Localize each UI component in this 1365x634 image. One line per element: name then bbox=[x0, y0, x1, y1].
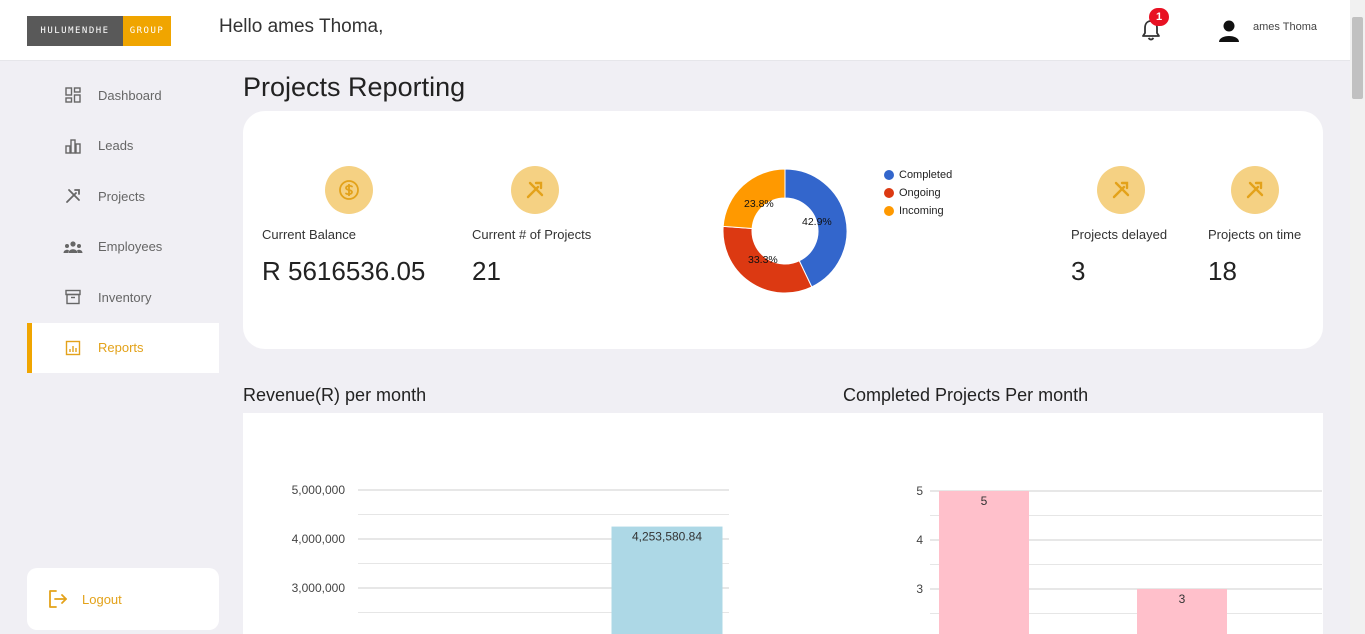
legend-dot bbox=[884, 170, 894, 180]
projects-label: Current # of Projects bbox=[472, 227, 592, 242]
legend-item[interactable]: Ongoing bbox=[884, 184, 952, 202]
archive-icon bbox=[63, 287, 83, 307]
legend-item[interactable]: Completed bbox=[884, 166, 952, 184]
y-tick-label: 5,000,000 bbox=[292, 483, 346, 497]
completed-bar-chart: 5 4 3 5 3 bbox=[916, 484, 1322, 634]
sidebar-item-label: Dashboard bbox=[98, 87, 162, 103]
logo-left-text: HULUMENDHE bbox=[27, 16, 123, 46]
sidebar-item-projects[interactable]: Projects bbox=[27, 171, 219, 222]
sidebar-item-reports[interactable]: Reports bbox=[27, 322, 219, 373]
tools-icon bbox=[511, 166, 559, 214]
revenue-chart-title: Revenue(R) per month bbox=[243, 385, 427, 405]
donut-legend: Completed Ongoing Incoming bbox=[884, 166, 952, 220]
tools-icon bbox=[1231, 166, 1279, 214]
donut-slice-incoming[interactable] bbox=[722, 168, 786, 230]
revenue-bar-chart: 5,000,000 4,000,000 3,000,000 4,253,580.84 bbox=[292, 483, 729, 634]
bar-data-label: 4,253,580.84 bbox=[632, 530, 702, 544]
sidebar-item-label: Projects bbox=[98, 188, 145, 204]
y-tick-label: 5 bbox=[916, 484, 923, 498]
sidebar-item-dashboard[interactable]: Dashboard bbox=[27, 70, 219, 121]
user-name[interactable]: ames Thoma bbox=[1253, 21, 1317, 33]
logout-label: Logout bbox=[82, 591, 122, 607]
y-tick-label: 3 bbox=[916, 582, 923, 596]
dashboard-icon bbox=[63, 85, 83, 105]
y-tick-label: 4 bbox=[916, 533, 923, 547]
sidebar-item-label: Leads bbox=[98, 138, 134, 154]
donut-label-incoming: 23.8% bbox=[744, 198, 774, 210]
donut-slice-ongoing[interactable] bbox=[722, 225, 813, 294]
delayed-value: 3 bbox=[1071, 256, 1086, 286]
legend-label: Completed bbox=[899, 169, 953, 181]
report-icon bbox=[63, 338, 83, 358]
donut-slice-completed[interactable] bbox=[784, 168, 848, 288]
company-logo[interactable]: HULUMENDHE GROUP bbox=[27, 16, 171, 46]
user-avatar-icon[interactable] bbox=[1218, 19, 1240, 43]
bar-chart-icon bbox=[63, 136, 83, 156]
sidebar-item-label: Employees bbox=[98, 239, 163, 255]
projects-value: 21 bbox=[472, 256, 501, 286]
balance-value: R 5616536.05 bbox=[262, 256, 426, 286]
legend-label: Ongoing bbox=[899, 187, 941, 199]
scrollbar-thumb[interactable] bbox=[1352, 17, 1363, 99]
sidebar: Dashboard Leads Projects Employees bbox=[27, 70, 219, 373]
people-icon bbox=[63, 237, 83, 257]
greeting-text: Hello ames Thoma, bbox=[219, 16, 384, 37]
legend-dot bbox=[884, 188, 894, 198]
legend-item[interactable]: Incoming bbox=[884, 202, 952, 220]
balance-label: Current Balance bbox=[262, 227, 356, 242]
page-title: Projects Reporting bbox=[243, 72, 466, 102]
bar[interactable] bbox=[939, 491, 1029, 634]
stats-card: Current Balance R 5616536.05 Current # o… bbox=[243, 111, 1323, 349]
dollar-coin-icon bbox=[325, 166, 373, 214]
ontime-value: 18 bbox=[1208, 256, 1237, 286]
bar-data-label: 3 bbox=[1179, 592, 1186, 606]
bar[interactable] bbox=[611, 526, 723, 634]
sidebar-item-inventory[interactable]: Inventory bbox=[27, 272, 219, 323]
y-tick-label: 3,000,000 bbox=[292, 581, 346, 595]
sidebar-item-label: Reports bbox=[98, 340, 144, 356]
notification-badge: 1 bbox=[1149, 8, 1169, 26]
sidebar-item-employees[interactable]: Employees bbox=[27, 222, 219, 273]
revenue-chart-panel: 5,000,000 4,000,000 3,000,000 4,253,580.84 bbox=[243, 413, 843, 634]
y-tick-label: 4,000,000 bbox=[292, 532, 346, 546]
bar-data-label: 5 bbox=[981, 494, 988, 508]
donut-label-ongoing: 33.3% bbox=[748, 254, 778, 266]
ontime-label: Projects on time bbox=[1208, 227, 1302, 242]
bar[interactable] bbox=[1137, 589, 1227, 634]
legend-label: Incoming bbox=[899, 205, 944, 217]
top-bar: HULUMENDHE GROUP Hello ames Thoma, 1 ame… bbox=[0, 0, 1350, 61]
logout-icon bbox=[47, 588, 69, 610]
sidebar-item-leads[interactable]: Leads bbox=[27, 121, 219, 172]
tools-icon bbox=[63, 186, 83, 206]
sidebar-item-label: Inventory bbox=[98, 289, 152, 305]
legend-dot bbox=[884, 206, 894, 216]
tools-icon bbox=[1097, 166, 1145, 214]
delayed-label: Projects delayed bbox=[1071, 227, 1168, 242]
logo-right-text: GROUP bbox=[123, 16, 171, 46]
page-scrollbar[interactable] bbox=[1350, 0, 1365, 634]
project-status-donut-chart: 42.9% 33.3% 23.8% bbox=[720, 166, 850, 296]
completed-chart-title: Completed Projects Per month bbox=[843, 385, 1089, 405]
logout-button[interactable]: Logout bbox=[27, 568, 219, 630]
donut-label-completed: 42.9% bbox=[802, 216, 832, 228]
completed-chart-panel: 5 4 3 5 3 bbox=[843, 413, 1323, 634]
